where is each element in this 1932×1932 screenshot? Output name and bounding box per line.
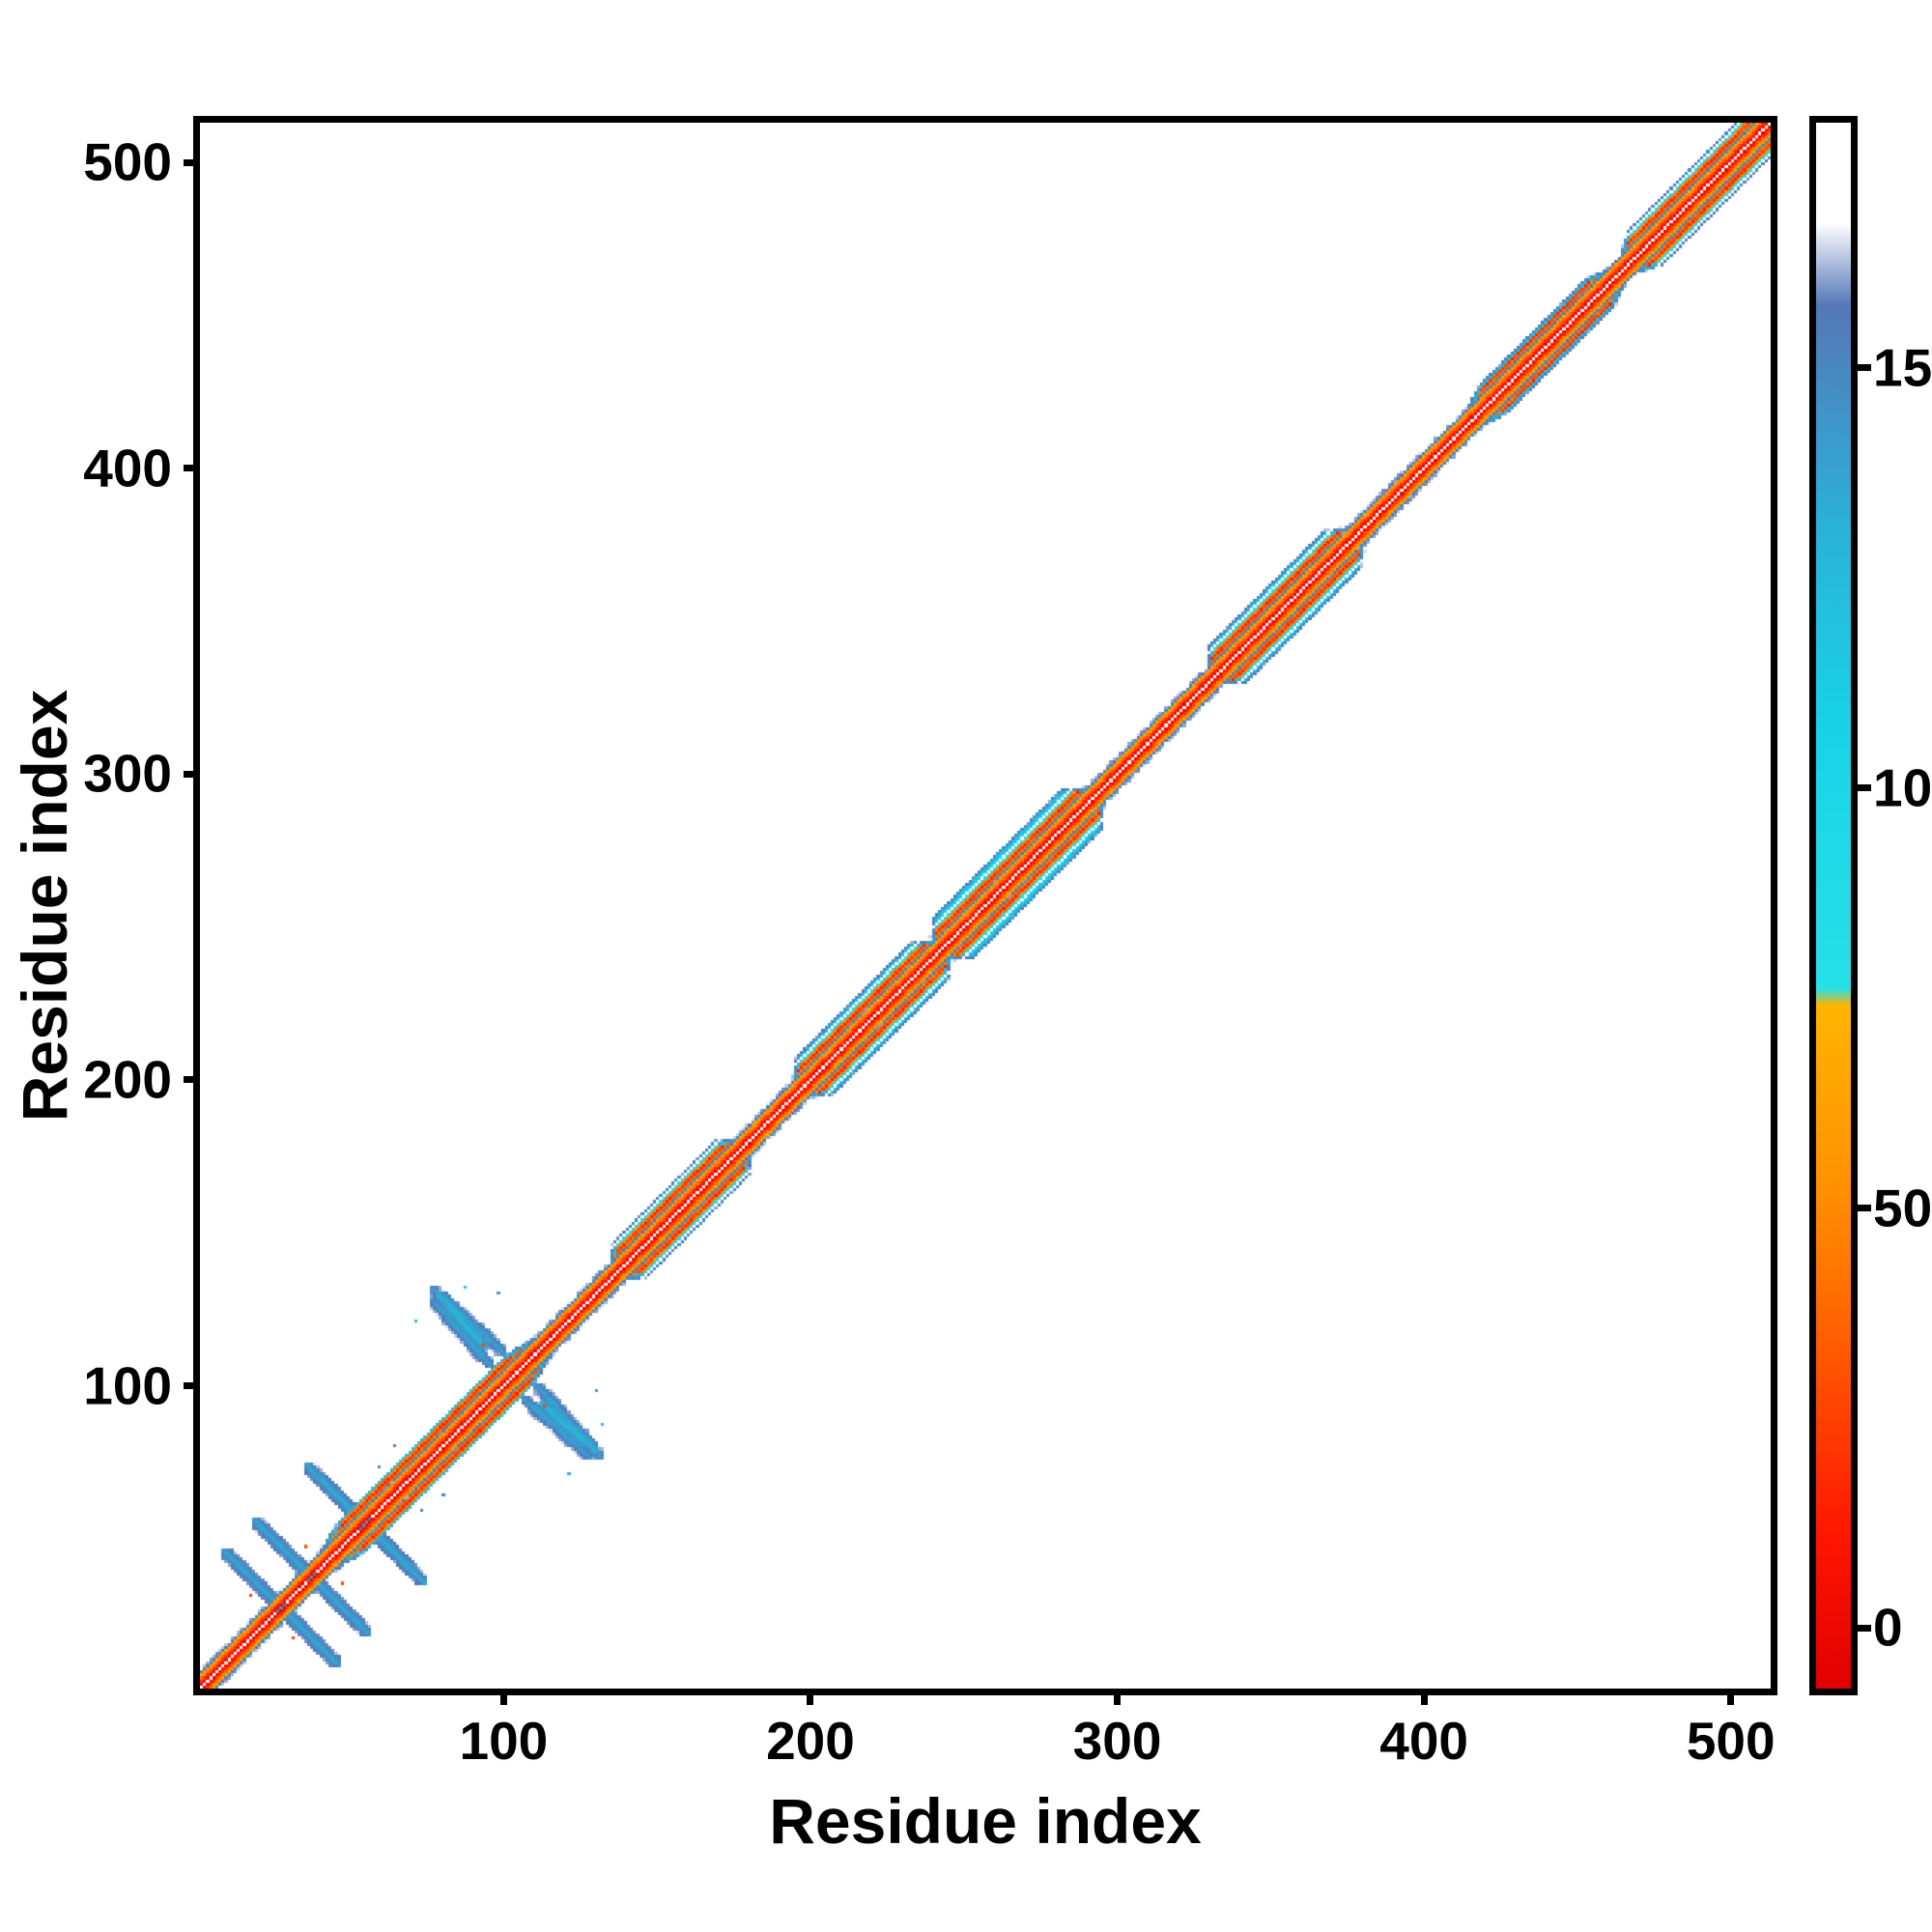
y-tick-label-500: 500 <box>83 131 172 192</box>
y-tick-300 <box>184 770 200 778</box>
y-tick-label-400: 400 <box>83 438 172 498</box>
x-tick-500 <box>1727 1689 1735 1705</box>
colorbar-tick-50 <box>1858 1205 1871 1212</box>
colorbar-gradient <box>1816 123 1851 1689</box>
colorbar-label-150: 150 <box>1873 337 1932 398</box>
colorbar-label-0: 0 <box>1873 1597 1903 1658</box>
x-tick-label-400: 400 <box>1379 1711 1469 1771</box>
x-axis-tick-labels: 100 200 300 400 500 <box>193 1715 1777 1782</box>
colorbar-label-100: 100 <box>1873 757 1932 818</box>
y-tick-label-300: 300 <box>83 743 172 804</box>
colorbar-tick-100 <box>1858 784 1871 792</box>
y-tick-200 <box>184 1076 200 1084</box>
y-tick-400 <box>184 465 200 472</box>
y-tick-100 <box>184 1382 200 1390</box>
x-tick-label-500: 500 <box>1686 1711 1776 1771</box>
y-axis-title: Residue index <box>8 689 80 1122</box>
x-tick-label-300: 300 <box>1072 1711 1162 1771</box>
y-axis-tick-labels: 100 200 300 400 500 <box>0 116 172 1695</box>
colorbar-tick-150 <box>1858 364 1871 372</box>
x-tick-label-200: 200 <box>766 1711 855 1771</box>
colorbar-tick-0 <box>1858 1624 1871 1632</box>
y-tick-500 <box>184 158 200 166</box>
heatmap-canvas <box>200 123 1771 1689</box>
x-tick-400 <box>1420 1689 1428 1705</box>
x-axis-title: Residue index <box>769 1785 1202 1857</box>
colorbar-label-50: 50 <box>1873 1178 1932 1238</box>
x-tick-200 <box>807 1689 814 1705</box>
x-tick-300 <box>1114 1689 1122 1705</box>
plot-area <box>184 116 1777 1705</box>
colorbar: 0 50 100 150 <box>1809 116 1932 1695</box>
x-tick-100 <box>499 1689 507 1705</box>
x-tick-label-100: 100 <box>459 1711 549 1771</box>
y-tick-label-200: 200 <box>83 1049 172 1110</box>
y-tick-label-100: 100 <box>83 1355 172 1416</box>
colorbar-frame <box>1809 116 1858 1695</box>
